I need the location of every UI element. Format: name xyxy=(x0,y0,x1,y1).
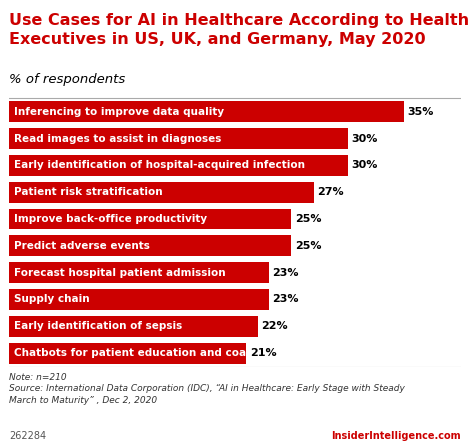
FancyBboxPatch shape xyxy=(9,236,291,256)
Text: 30%: 30% xyxy=(351,134,377,143)
FancyBboxPatch shape xyxy=(9,101,404,122)
Text: Supply chain: Supply chain xyxy=(14,295,90,304)
Text: Chatbots for patient education and coaching: Chatbots for patient education and coach… xyxy=(14,348,278,358)
Text: Read images to assist in diagnoses: Read images to assist in diagnoses xyxy=(14,134,221,143)
FancyBboxPatch shape xyxy=(9,343,246,363)
FancyBboxPatch shape xyxy=(9,209,291,229)
Text: Forecast hospital patient admission: Forecast hospital patient admission xyxy=(14,268,226,278)
FancyBboxPatch shape xyxy=(9,289,269,310)
Text: Predict adverse events: Predict adverse events xyxy=(14,241,150,251)
Text: 23%: 23% xyxy=(272,268,299,278)
Text: % of respondents: % of respondents xyxy=(9,73,125,86)
Text: 27%: 27% xyxy=(317,187,344,197)
FancyBboxPatch shape xyxy=(9,262,269,283)
Text: Note: n=210
Source: International Data Corporation (IDC), “AI in Healthcare: Ear: Note: n=210 Source: International Data C… xyxy=(9,372,405,405)
Text: 35%: 35% xyxy=(407,107,434,117)
Text: 23%: 23% xyxy=(272,295,299,304)
Text: Use Cases for AI in Healthcare According to Health
Executives in US, UK, and Ger: Use Cases for AI in Healthcare According… xyxy=(9,13,470,47)
Text: InsiderIntelligence.com: InsiderIntelligence.com xyxy=(331,431,461,441)
Text: Inferencing to improve data quality: Inferencing to improve data quality xyxy=(14,107,224,117)
FancyBboxPatch shape xyxy=(9,155,348,176)
Text: 25%: 25% xyxy=(295,241,321,251)
Text: Early identification of sepsis: Early identification of sepsis xyxy=(14,321,182,331)
Text: Improve back-office productivity: Improve back-office productivity xyxy=(14,214,207,224)
Text: Patient risk stratification: Patient risk stratification xyxy=(14,187,163,197)
Text: 30%: 30% xyxy=(351,160,377,170)
Text: 25%: 25% xyxy=(295,214,321,224)
Text: 262284: 262284 xyxy=(9,431,47,441)
Text: Early identification of hospital-acquired infection: Early identification of hospital-acquire… xyxy=(14,160,305,170)
Text: 22%: 22% xyxy=(261,321,288,331)
FancyBboxPatch shape xyxy=(9,316,258,337)
FancyBboxPatch shape xyxy=(9,182,314,202)
Text: 21%: 21% xyxy=(250,348,276,358)
FancyBboxPatch shape xyxy=(9,128,348,149)
